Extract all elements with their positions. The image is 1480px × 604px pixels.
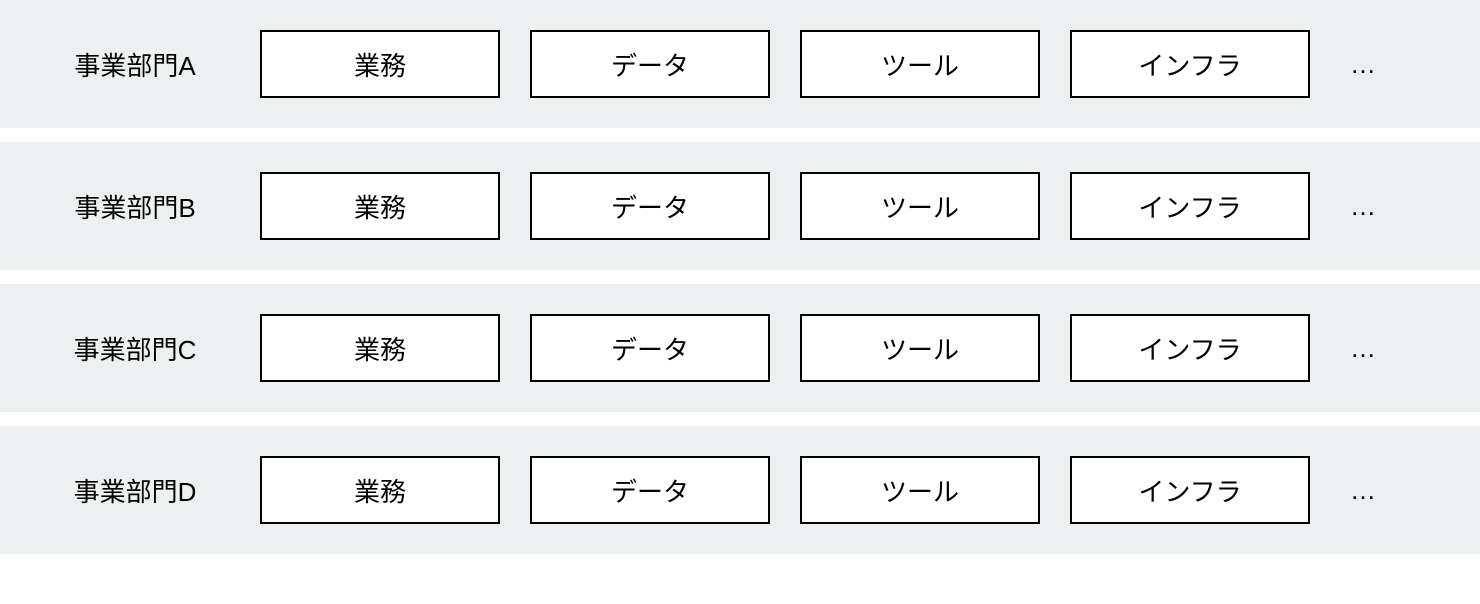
division-row: 事業部門B 業務 データ ツール インフラ … bbox=[0, 142, 1480, 270]
category-box: データ bbox=[530, 30, 770, 98]
category-box: 業務 bbox=[260, 314, 500, 382]
category-box: 業務 bbox=[260, 30, 500, 98]
row-separator bbox=[0, 412, 1480, 426]
division-row: 事業部門D 業務 データ ツール インフラ … bbox=[0, 426, 1480, 554]
category-box: インフラ bbox=[1070, 314, 1310, 382]
ellipsis-icon: … bbox=[1350, 475, 1378, 506]
business-divisions-diagram: 事業部門A 業務 データ ツール インフラ … 事業部門B 業務 データ ツール… bbox=[0, 0, 1480, 554]
ellipsis-icon: … bbox=[1350, 333, 1378, 364]
category-box: ツール bbox=[800, 172, 1040, 240]
ellipsis-icon: … bbox=[1350, 191, 1378, 222]
category-box: 業務 bbox=[260, 172, 500, 240]
division-row: 事業部門A 業務 データ ツール インフラ … bbox=[0, 0, 1480, 128]
division-label: 事業部門C bbox=[40, 330, 230, 367]
ellipsis-icon: … bbox=[1350, 49, 1378, 80]
category-box: インフラ bbox=[1070, 30, 1310, 98]
row-separator bbox=[0, 270, 1480, 284]
row-separator bbox=[0, 128, 1480, 142]
division-label: 事業部門A bbox=[40, 46, 230, 83]
division-label: 事業部門D bbox=[40, 472, 230, 509]
division-label: 事業部門B bbox=[40, 188, 230, 225]
division-row: 事業部門C 業務 データ ツール インフラ … bbox=[0, 284, 1480, 412]
category-box: インフラ bbox=[1070, 456, 1310, 524]
category-box: ツール bbox=[800, 314, 1040, 382]
category-box: データ bbox=[530, 172, 770, 240]
category-box: 業務 bbox=[260, 456, 500, 524]
category-box: インフラ bbox=[1070, 172, 1310, 240]
category-box: データ bbox=[530, 456, 770, 524]
category-box: ツール bbox=[800, 456, 1040, 524]
category-box: データ bbox=[530, 314, 770, 382]
category-box: ツール bbox=[800, 30, 1040, 98]
